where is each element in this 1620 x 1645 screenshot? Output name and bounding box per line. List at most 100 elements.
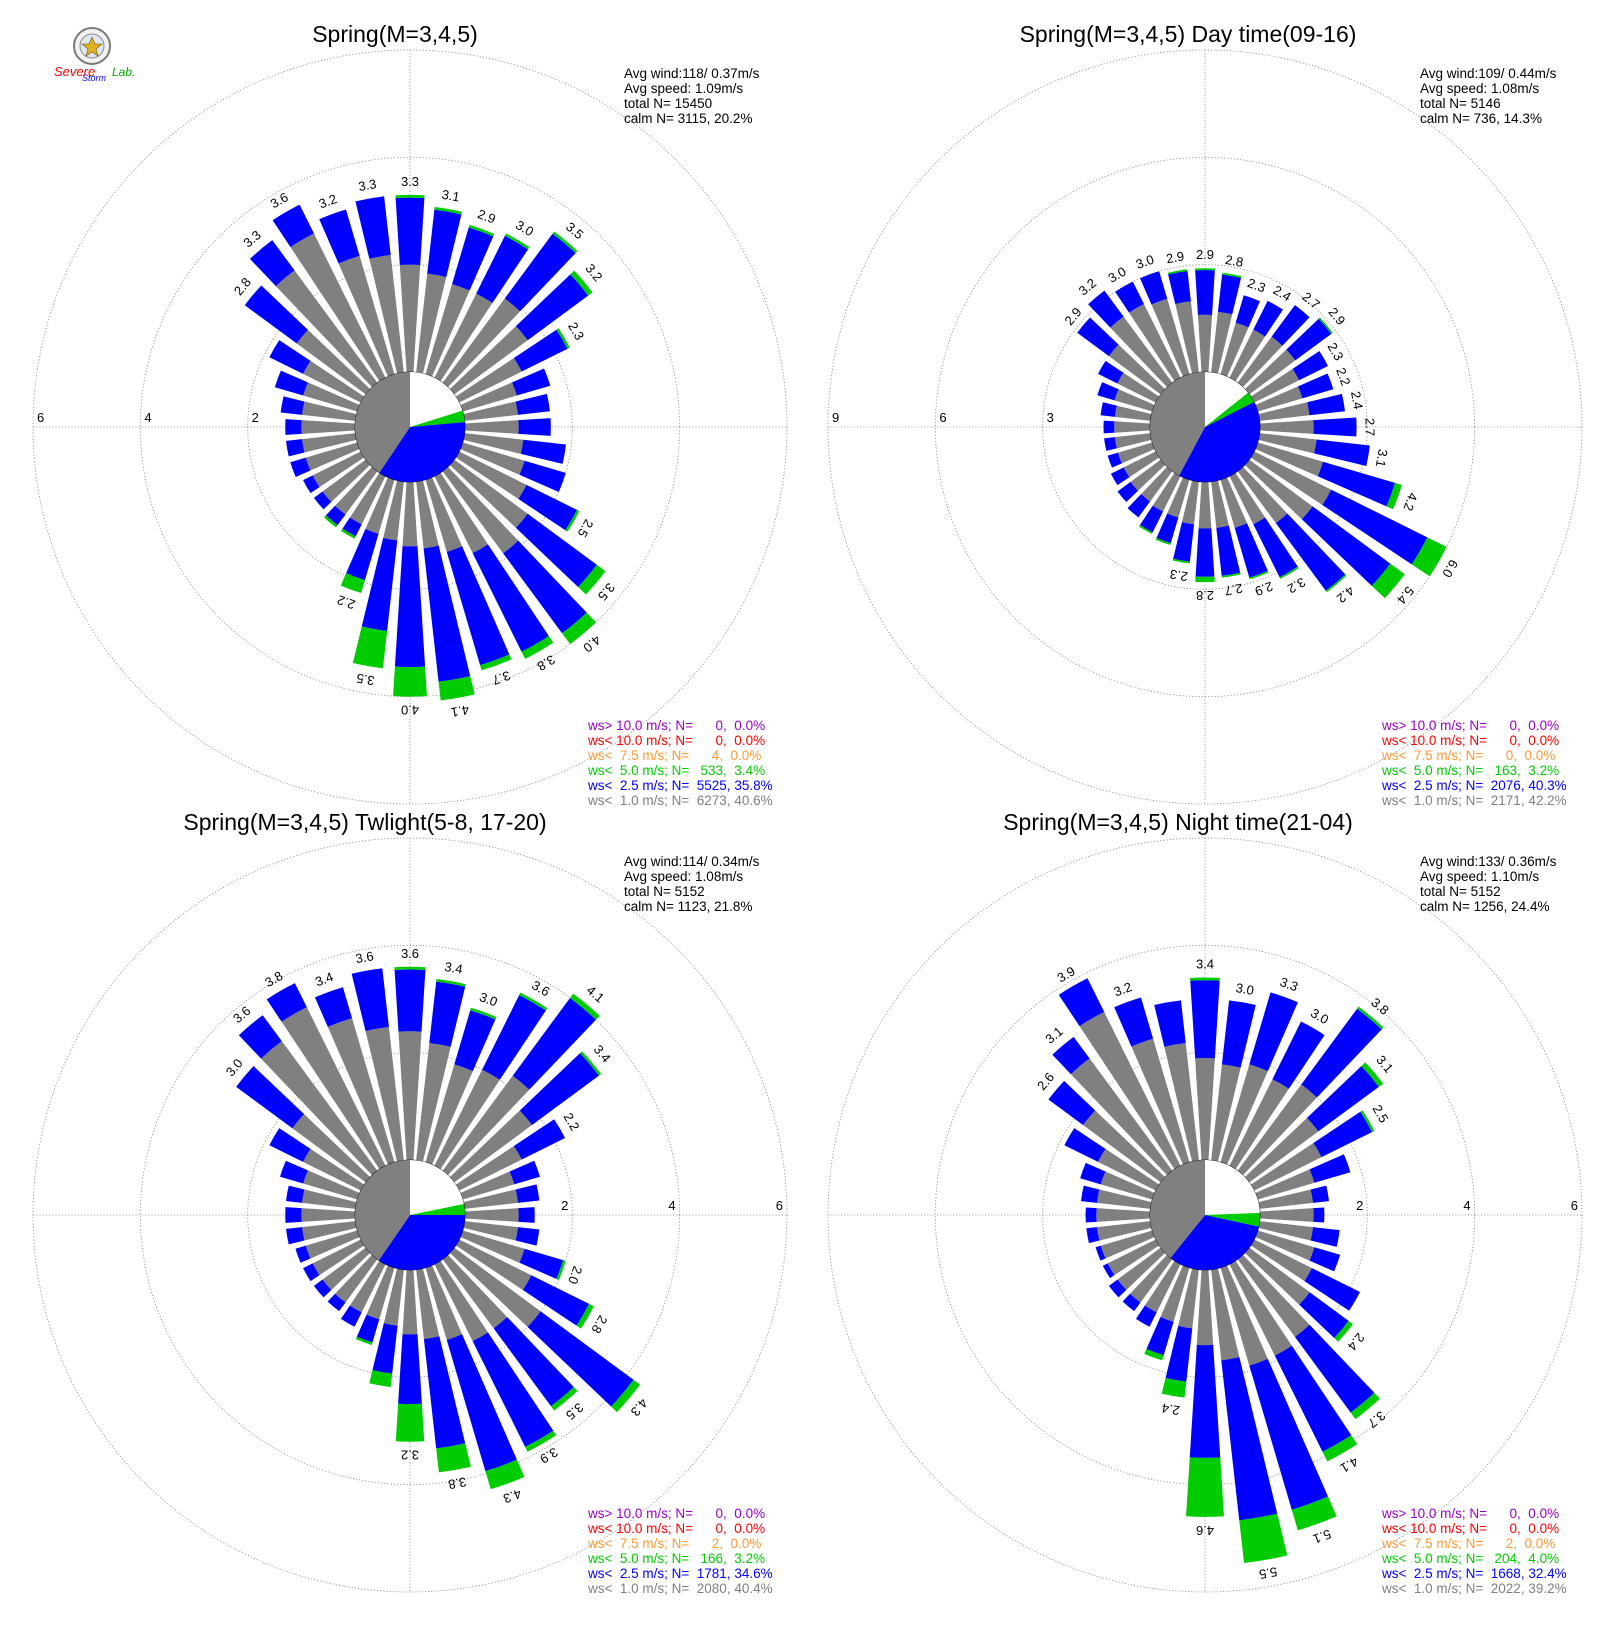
wind-bar-320: 3.1 (1042, 1024, 1173, 1176)
bar-label: 3.3 (1278, 974, 1300, 994)
legend-lt25: ws< 2.5 m/s; N= 5525, 35.8% (587, 778, 773, 793)
bar-seg-lt25 (394, 546, 426, 668)
bar-seg-lt25 (1272, 1021, 1325, 1089)
bar-seg-lt1 (1229, 1260, 1292, 1356)
wind-bar-70 (460, 1160, 540, 1200)
bar-seg-lt25 (1088, 290, 1124, 328)
wind-bar-190: 2.4 (1161, 1268, 1199, 1418)
bar-seg-lt5 (556, 328, 570, 349)
bar-seg-lt1 (455, 1239, 532, 1290)
legend-lt5: ws< 5.0 m/s; N= 163, 3.2% (1381, 763, 1559, 778)
bar-label: 3.2 (1285, 574, 1308, 596)
ring-label: 6 (776, 1198, 783, 1213)
bar-seg-lt25 (1234, 523, 1268, 578)
bar-seg-lt1 (416, 1268, 440, 1339)
calm-pie-slice-calm (410, 372, 463, 427)
bar-seg-lt1 (1250, 451, 1332, 505)
bar-seg-lt25 (509, 1160, 540, 1185)
bar-seg-lt1 (1108, 344, 1166, 395)
grid-ring (32, 837, 788, 1593)
bar-seg-lt1 (1220, 1064, 1268, 1165)
bar-label: 2.5 (1369, 1102, 1391, 1125)
bar-seg-lt25 (504, 233, 576, 312)
wind-rose-panel-3: 2 4 6 3.6 3.4 3.0 3.6 4.1 3.4 2.2 2.0 2.8 4.3 3.53.9 4… (32, 809, 788, 1596)
wind-bar-210 (1135, 1260, 1181, 1327)
university-seal-icon: Severe Storm Lab. (54, 27, 135, 83)
bar-seg-lt25 (351, 968, 389, 1032)
bar-seg-lt1 (1255, 1169, 1315, 1200)
bar-seg-lt5 (1167, 269, 1188, 275)
bar-seg-lt1 (1229, 472, 1266, 525)
bar-seg-lt25 (286, 1185, 305, 1203)
bar-seg-lt1 (449, 1110, 533, 1183)
wind-bar-0: 2.9 (1195, 247, 1215, 373)
bar-seg-lt25 (423, 545, 471, 682)
wind-bar-310: 2.9 (1061, 305, 1166, 395)
wind-bar-60: 2.5 (1250, 1102, 1392, 1191)
bar-seg-lt1 (312, 1239, 365, 1276)
bar-label: 3.0 (1308, 1005, 1331, 1027)
wind-bar-260 (286, 433, 357, 457)
bar-seg-lt25 (1310, 1227, 1340, 1247)
bar-seg-lt25 (1086, 1227, 1100, 1244)
logo-text-a: Severe (54, 64, 95, 79)
bar-label: 3.1 (1373, 448, 1391, 468)
bar-seg-lt25 (503, 540, 587, 634)
bar-seg-lt25 (1140, 271, 1168, 305)
bar-seg-lt1 (425, 477, 463, 552)
wind-bar-80: 2.4 (1258, 390, 1366, 421)
bar-seg-lt25 (1309, 1154, 1351, 1183)
bar-label: 2.6 (1034, 1070, 1057, 1093)
bar-seg-lt1 (1131, 1038, 1190, 1165)
wind-bar-100 (1258, 1221, 1340, 1247)
bar-seg-lt25 (325, 505, 346, 526)
wind-bar-300 (1098, 360, 1160, 403)
bar-seg-lt25 (1098, 360, 1124, 384)
bar-label: 3.5 (563, 219, 586, 242)
bar-label: 3.7 (1365, 1408, 1388, 1431)
bar-seg-lt5 (393, 666, 427, 697)
wind-bar-250 (295, 1230, 360, 1263)
bar-seg-lt1 (442, 466, 519, 554)
legend-lt25: ws< 2.5 m/s; N= 1781, 34.6% (587, 1566, 773, 1581)
bar-label: 3.4 (591, 1042, 614, 1065)
bar-label: 2.9 (1165, 248, 1185, 266)
bar-seg-lt5 (369, 1370, 393, 1387)
bar-seg-lt1 (383, 1268, 404, 1326)
bar-seg-lt1 (1237, 336, 1283, 388)
bar-seg-lt1 (1258, 1221, 1313, 1241)
wind-bar-10: 3.0 (1211, 980, 1256, 1162)
bar-seg-lt1 (335, 466, 378, 515)
stat-calm: calm N= 1256, 24.4% (1420, 899, 1549, 914)
bar-label: 3.0 (477, 989, 499, 1009)
calm-pie-slice-lt25 (378, 1215, 465, 1270)
bar-seg-lt25 (266, 983, 307, 1022)
bar-seg-lt1 (460, 1230, 525, 1263)
wind-bar-150: 3.9 (434, 1260, 560, 1467)
bar-seg-lt25 (1274, 1345, 1352, 1452)
bar-seg-lt1 (305, 442, 360, 471)
bar-seg-lt1 (464, 1208, 519, 1222)
bar-seg-lt5 (355, 1336, 373, 1345)
stat-avg-wind: Avg wind:118/ 0.37m/s (624, 66, 760, 81)
bar-seg-lt1 (1144, 1260, 1181, 1313)
stat-total: total N= 5152 (1420, 884, 1501, 899)
bar-label: 3.6 (529, 977, 552, 999)
bar-seg-lt25 (286, 439, 305, 457)
legend-lt25: ws< 2.5 m/s; N= 2076, 40.3% (1381, 778, 1567, 793)
bar-seg-lt25 (513, 329, 568, 372)
bar-seg-lt25 (1139, 505, 1164, 533)
wind-bar-0: 3.3 (395, 174, 425, 373)
bar-seg-lt25 (236, 1066, 305, 1129)
wind-bar-80 (463, 393, 550, 421)
bar-seg-lt1 (1259, 1208, 1314, 1222)
calm-pie-slice-lt25 (1170, 1215, 1259, 1270)
bar-label: 3.4 (1196, 957, 1214, 972)
bar-seg-lt5 (1357, 1006, 1384, 1030)
calm-pie (1149, 371, 1261, 483)
calm-pie (1149, 1159, 1261, 1271)
bar-seg-lt1 (349, 1260, 386, 1313)
wind-bar-210 (1138, 472, 1181, 534)
bar-seg-lt1 (365, 477, 395, 534)
wind-bar-270 (1103, 420, 1151, 434)
